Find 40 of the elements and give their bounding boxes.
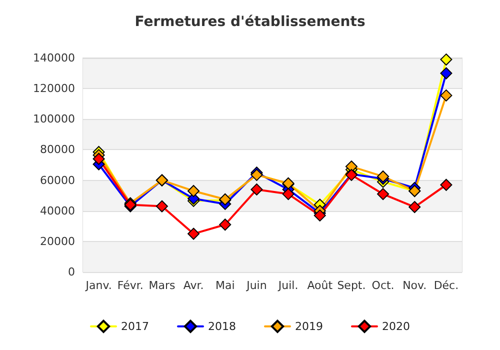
y-tick-label: 40000	[40, 204, 75, 218]
point	[156, 200, 168, 212]
x-tick-label: Sept.	[337, 279, 366, 292]
y-tick-label: 60000	[40, 174, 75, 187]
y-tick-label: 80000	[40, 143, 75, 156]
point	[282, 188, 294, 200]
y-tick-label: 120000	[33, 82, 75, 96]
x-tick-label: Août	[307, 279, 334, 292]
point	[188, 184, 200, 197]
point	[408, 201, 421, 214]
point	[440, 89, 452, 102]
y-tick-label: 20000	[40, 234, 75, 248]
point	[440, 67, 452, 80]
point	[314, 209, 326, 222]
x-tick-label: Juil.	[277, 279, 298, 292]
x-tick-label: Juin	[246, 279, 267, 292]
x-tick-label: Mars	[148, 279, 176, 292]
x-tick-label: Nov.	[402, 279, 427, 292]
x-tick-label: Févr.	[117, 279, 144, 292]
x-tick-label: Mai	[215, 279, 235, 292]
y-tick-label: 0	[68, 266, 75, 278]
point	[377, 170, 390, 182]
legend-label: 2018	[208, 320, 236, 333]
point	[250, 183, 263, 196]
legend-label: 2019	[295, 320, 323, 333]
point	[219, 218, 232, 231]
x-tick-label: Avr.	[183, 279, 204, 292]
chart-title: Fermetures d'établissements	[134, 14, 366, 30]
legend-label: 2020	[382, 320, 410, 333]
point	[188, 228, 200, 240]
y-tick-label: 140000	[33, 52, 75, 64]
point	[440, 178, 452, 191]
legend-label: 2017	[121, 320, 150, 333]
point	[440, 54, 452, 66]
point	[377, 188, 390, 200]
x-tick-label: Oct.	[372, 279, 394, 292]
point	[92, 152, 105, 165]
y-tick-label: 100000	[33, 112, 75, 126]
x-tick-label: Janv.	[84, 279, 112, 292]
x-tick-label: Déc.	[434, 279, 459, 292]
